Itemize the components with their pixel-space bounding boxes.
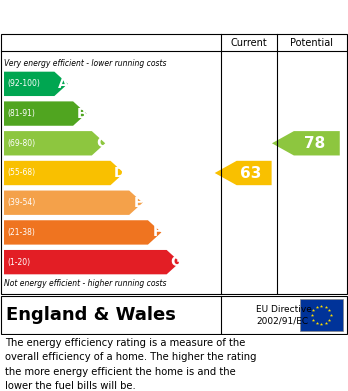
Polygon shape xyxy=(215,161,272,185)
Text: Not energy efficient - higher running costs: Not energy efficient - higher running co… xyxy=(4,279,166,288)
Text: G: G xyxy=(171,255,182,269)
Text: F: F xyxy=(152,226,162,239)
Text: (92-100): (92-100) xyxy=(7,79,40,88)
Polygon shape xyxy=(4,220,161,245)
Polygon shape xyxy=(4,161,124,185)
Text: Very energy efficient - lower running costs: Very energy efficient - lower running co… xyxy=(4,59,166,68)
Text: England & Wales: England & Wales xyxy=(6,306,176,324)
Polygon shape xyxy=(4,72,68,96)
Text: Energy Efficiency Rating: Energy Efficiency Rating xyxy=(7,9,217,24)
Text: EU Directive
2002/91/EC: EU Directive 2002/91/EC xyxy=(256,305,312,325)
Polygon shape xyxy=(4,131,105,156)
Text: (39-54): (39-54) xyxy=(7,198,35,207)
Text: Potential: Potential xyxy=(290,38,333,47)
Text: D: D xyxy=(114,166,126,180)
Text: (81-91): (81-91) xyxy=(7,109,35,118)
Text: 78: 78 xyxy=(303,136,325,151)
Polygon shape xyxy=(4,190,143,215)
Polygon shape xyxy=(4,101,87,126)
Text: 63: 63 xyxy=(240,165,262,181)
Polygon shape xyxy=(272,131,340,156)
Text: (1-20): (1-20) xyxy=(7,258,30,267)
Text: C: C xyxy=(96,136,106,150)
Text: (55-68): (55-68) xyxy=(7,169,35,178)
Polygon shape xyxy=(4,250,180,274)
Text: B: B xyxy=(77,107,88,120)
Bar xyxy=(300,300,343,331)
Text: Current: Current xyxy=(230,38,267,47)
Text: A: A xyxy=(58,77,69,91)
Text: (69-80): (69-80) xyxy=(7,139,35,148)
Text: E: E xyxy=(134,196,143,210)
Text: (21-38): (21-38) xyxy=(7,228,35,237)
Text: The energy efficiency rating is a measure of the
overall efficiency of a home. T: The energy efficiency rating is a measur… xyxy=(5,338,256,391)
